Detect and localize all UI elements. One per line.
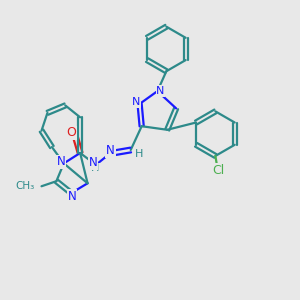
Text: H: H (135, 148, 143, 159)
Text: N: N (88, 156, 97, 169)
Text: N: N (132, 98, 140, 107)
Text: N: N (156, 86, 165, 96)
Text: H: H (91, 164, 100, 173)
Text: CH₃: CH₃ (16, 181, 35, 191)
Text: Cl: Cl (212, 164, 224, 177)
Text: N: N (56, 155, 65, 168)
Text: N: N (68, 190, 76, 203)
Text: N: N (106, 144, 115, 157)
Text: O: O (67, 126, 76, 139)
